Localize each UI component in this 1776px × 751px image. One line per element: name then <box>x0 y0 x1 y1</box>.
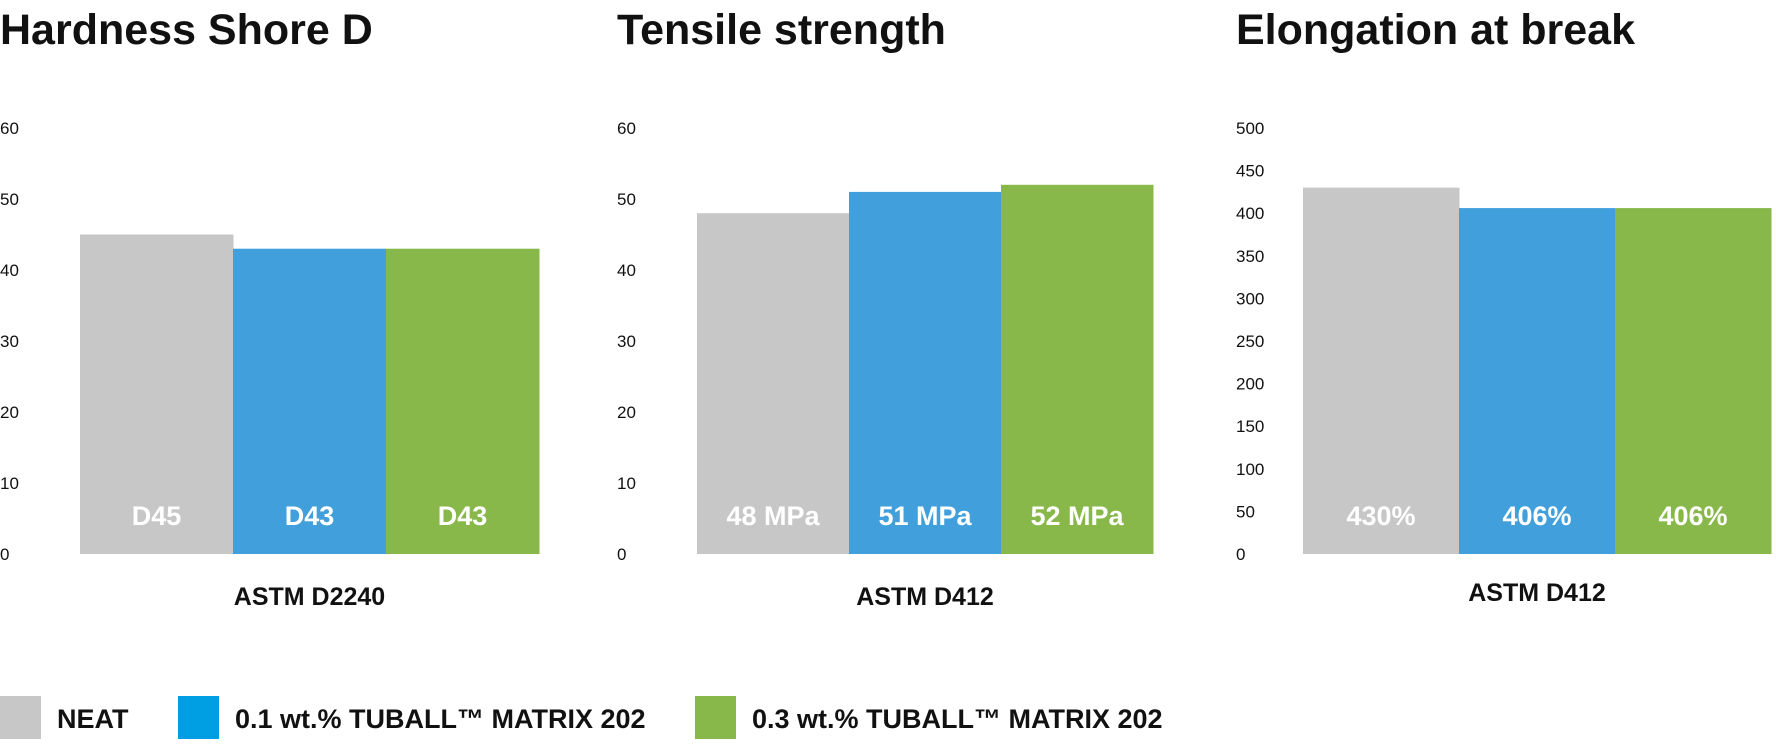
y-tick-label: 40 <box>0 261 19 280</box>
bar-0-3-wt-tuball-matrix-202 <box>1001 184 1154 555</box>
chart-title: Tensile strength <box>617 6 946 54</box>
bar-data-label: D43 <box>285 501 335 531</box>
x-axis-label: ASTM D2240 <box>234 583 385 611</box>
x-axis-label: ASTM D412 <box>1468 579 1606 607</box>
legend-label: 0.3 wt.% TUBALL™ MATRIX 202 <box>752 704 1163 734</box>
legend-item-3: 0.3 wt.% TUBALL™ MATRIX 202 <box>695 696 1163 739</box>
y-tick-label: 10 <box>0 474 19 493</box>
bar-neat <box>697 213 850 554</box>
y-tick-label: 500 <box>1236 119 1264 138</box>
y-tick-label: 400 <box>1236 204 1264 223</box>
legend-label: NEAT <box>57 704 129 734</box>
bar-data-label: 430% <box>1346 501 1415 531</box>
y-tick-label: 60 <box>617 119 636 138</box>
bar-0-1-wt-tuball-matrix-202 <box>849 191 1002 554</box>
bar-neat <box>1303 187 1460 554</box>
legend: NEAT 0.1 wt.% TUBALL™ MATRIX 202 0.3 wt.% … <box>0 696 1163 739</box>
chart-title: Elongation at break <box>1236 6 1635 54</box>
bar-data-label: D45 <box>132 501 182 531</box>
legend-swatch <box>695 696 736 739</box>
y-tick-label: 20 <box>0 403 19 422</box>
bar-0-3-wt-tuball-matrix-202 <box>386 248 540 554</box>
legend-item-2: 0.1 wt.% TUBALL™ MATRIX 202 <box>178 696 646 739</box>
x-axis-label: ASTM D412 <box>856 583 994 611</box>
bar-data-label: 51 MPa <box>878 501 972 531</box>
y-tick-label: 150 <box>1236 417 1264 436</box>
y-tick-label: 200 <box>1236 375 1264 394</box>
bar-0-1-wt-tuball-matrix-202 <box>233 248 387 554</box>
bar-data-label: 52 MPa <box>1030 501 1124 531</box>
y-tick-label: 0 <box>1236 545 1245 564</box>
chart-panels: Hardness Shore D 0 10 20 30 40 50 60 D45 D43 D43 AS… <box>0 6 1772 611</box>
chart-panel-tensile-strength: Tensile strength 0 10 20 30 40 50 60 48 MPa 51 MP… <box>617 6 1154 611</box>
y-tick-label: 350 <box>1236 247 1264 266</box>
y-tick-label: 30 <box>0 332 19 351</box>
chart-title: Hardness Shore D <box>0 6 373 54</box>
y-tick-label: 20 <box>617 403 636 422</box>
y-tick-label: 300 <box>1236 289 1264 308</box>
bar-0-3-wt-tuball-matrix-202 <box>1615 208 1772 554</box>
y-tick-label: 40 <box>617 261 636 280</box>
bar-data-label: 48 MPa <box>726 501 820 531</box>
y-tick-label: 0 <box>0 545 9 564</box>
y-tick-label: 50 <box>1236 502 1255 521</box>
y-tick-label: 250 <box>1236 332 1264 351</box>
bar-neat <box>80 234 234 554</box>
chart-panel-hardness-shore-d: Hardness Shore D 0 10 20 30 40 50 60 D45 D43 D43 AS… <box>0 6 540 611</box>
y-tick-label: 10 <box>617 474 636 493</box>
y-tick-label: 60 <box>0 119 19 138</box>
legend-label: 0.1 wt.% TUBALL™ MATRIX 202 <box>235 704 646 734</box>
chart-panel-elongation-at-break: Elongation at break 0 50 100 150 200 250 300 350… <box>1236 6 1772 607</box>
y-tick-label: 30 <box>617 332 636 351</box>
bar-0-1-wt-tuball-matrix-202 <box>1459 208 1616 554</box>
y-tick-label: 100 <box>1236 460 1264 479</box>
y-tick-label: 450 <box>1236 162 1264 181</box>
legend-swatch <box>178 696 219 739</box>
bar-data-label: D43 <box>438 501 488 531</box>
y-tick-label: 50 <box>617 190 636 209</box>
bar-data-label: 406% <box>1502 501 1571 531</box>
y-tick-label: 0 <box>617 545 626 564</box>
legend-swatch <box>0 696 41 739</box>
bar-data-label: 406% <box>1658 501 1727 531</box>
legend-item-1: NEAT <box>0 696 129 739</box>
y-tick-label: 50 <box>0 190 19 209</box>
